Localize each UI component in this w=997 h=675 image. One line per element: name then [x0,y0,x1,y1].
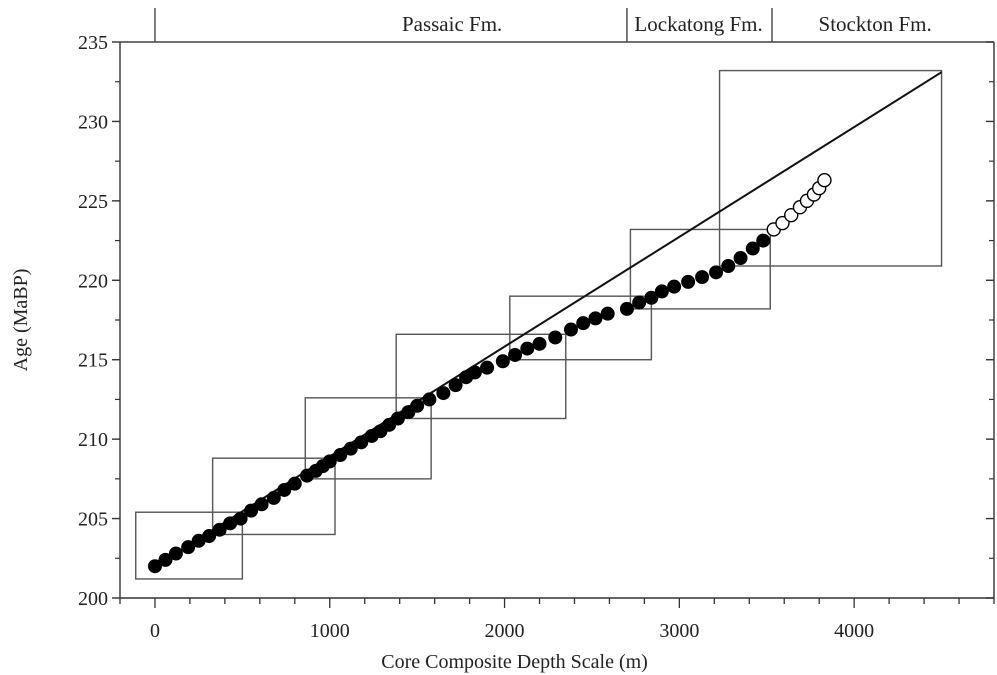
data-point [168,546,183,561]
y-tick-label: 230 [78,111,108,133]
data-point [390,411,405,426]
data-point [681,274,696,289]
data-point [266,490,281,505]
data-point [619,301,634,316]
y-axis-label: Age (MaBP) [10,269,32,372]
y-tick-label: 225 [78,191,108,213]
y-tick-label: 205 [78,509,108,531]
data-point [632,295,647,310]
data-point [532,336,547,351]
age-depth-box [718,69,943,267]
age-depth-box [135,511,244,580]
data-point [733,251,748,266]
age-depth-box [509,295,653,361]
age-depth-box [304,397,432,480]
data-point [563,322,578,337]
y-tick-label: 200 [78,588,108,610]
age-depth-box [395,333,567,420]
data-point [480,360,495,375]
data-point [147,559,162,574]
data-point [745,241,760,256]
data-point [354,435,369,450]
data-point [588,311,603,326]
data-point [254,497,269,512]
data-point [202,529,217,544]
x-tick-label: 3000 [659,620,699,642]
x-axis-label: Core Composite Depth Scale (m) [381,651,648,673]
y-tick-label: 215 [78,350,108,372]
data-point [158,552,173,567]
data-point [600,306,615,321]
data-point [244,503,259,518]
data-point [654,284,669,299]
data-point [520,341,535,356]
data-point [644,290,659,305]
data-point [436,386,451,401]
data-point [287,476,302,491]
data-points [147,173,832,574]
y-tick-label: 220 [78,270,108,292]
x-tick-label: 1000 [310,620,350,642]
age-depth-box [211,457,336,536]
age-depth-boxes [135,69,943,580]
y-axis-ticks: 200 205 210 215 220 225 230 235 [78,32,994,610]
data-point [695,270,710,285]
data-point [181,540,196,555]
x-axis-ticks: 0 1000 2000 3000 4000 [119,598,995,642]
data-point [322,454,337,469]
data-point [756,233,771,248]
data-point [548,330,563,345]
data-point [333,448,348,463]
data-point [667,279,682,294]
formation-bar: Passaic Fm. Lockatong Fm. Stockton Fm. [120,8,994,43]
formation-label: Passaic Fm. [402,12,502,36]
age-depth-box [629,228,771,310]
x-tick-label: 2000 [485,620,525,642]
open-data-point [775,215,790,231]
data-point [467,365,482,380]
y-tick-label: 210 [78,429,108,451]
data-point [448,378,463,393]
formation-label: Stockton Fm. [819,12,932,36]
data-point [233,511,248,526]
data-point [495,354,510,369]
data-point [410,398,425,413]
y-tick-label: 235 [78,32,108,54]
data-point [422,392,437,407]
open-data-point [784,207,799,223]
x-tick-label: 0 [150,620,160,642]
x-tick-label: 4000 [834,620,874,642]
data-point [212,522,227,537]
open-data-point [817,173,832,188]
data-point [277,482,292,497]
data-point [709,265,724,280]
formation-label: Lockatong Fm. [634,12,762,36]
data-point [508,347,523,362]
data-point [721,258,736,273]
data-point [343,441,358,456]
data-point [576,316,591,331]
